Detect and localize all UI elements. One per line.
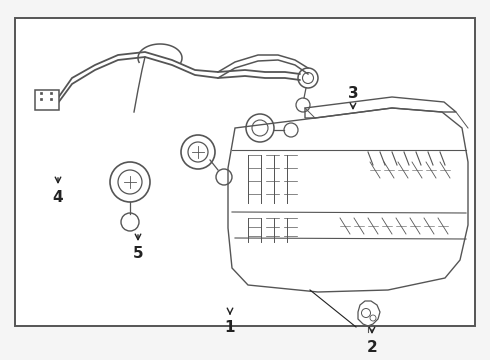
- Bar: [15, 18, 475, 326]
- Text: 2: 2: [367, 339, 377, 355]
- Text: 3: 3: [348, 86, 358, 100]
- Text: 4: 4: [53, 189, 63, 204]
- Text: 5: 5: [133, 247, 143, 261]
- Text: 1: 1: [225, 320, 235, 336]
- FancyBboxPatch shape: [35, 90, 59, 110]
